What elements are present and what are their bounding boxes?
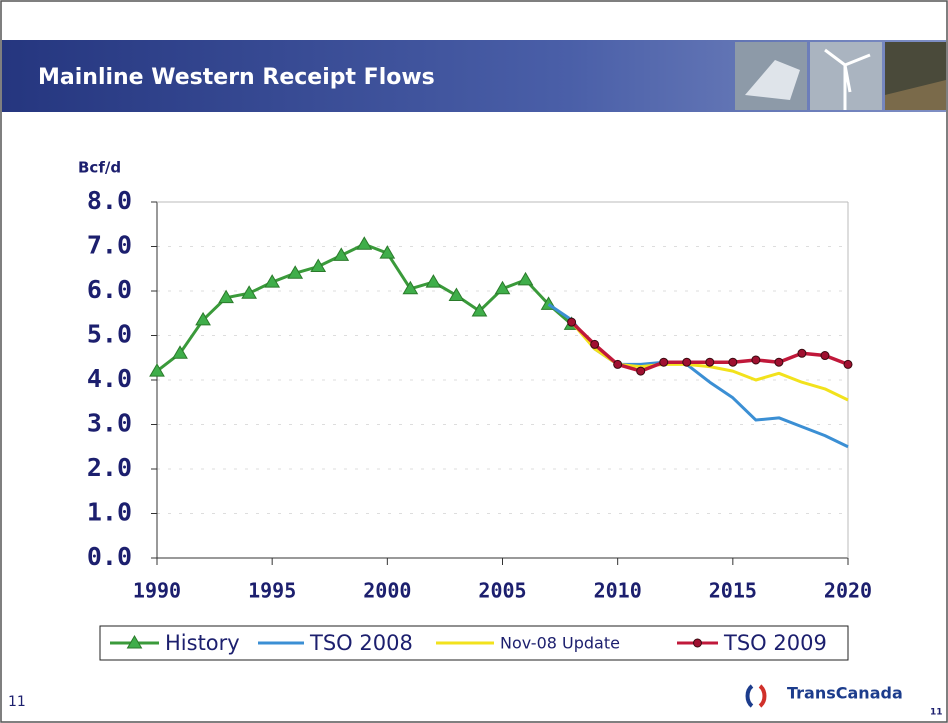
marker bbox=[694, 639, 702, 647]
legend-label: History bbox=[165, 631, 240, 655]
page-number-small: 11 bbox=[930, 708, 943, 718]
marker bbox=[798, 349, 806, 357]
y-tick-label: 0.0 bbox=[87, 542, 132, 571]
logo-text: TransCanada bbox=[787, 684, 903, 703]
marker bbox=[729, 358, 737, 366]
marker bbox=[752, 356, 760, 364]
x-tick-label: 2000 bbox=[363, 579, 411, 603]
y-tick-label: 5.0 bbox=[87, 320, 132, 349]
marker bbox=[568, 318, 576, 326]
x-tick-label: 2005 bbox=[478, 579, 526, 603]
marker bbox=[775, 358, 783, 366]
slide: Mainline Western Receipt Flows Bcf/d 11 … bbox=[0, 0, 948, 723]
marker bbox=[683, 358, 691, 366]
page-number: 11 bbox=[8, 694, 26, 710]
y-tick-label: 1.0 bbox=[87, 498, 132, 527]
legend-label: TSO 2008 bbox=[309, 631, 413, 655]
marker bbox=[844, 360, 852, 368]
marker bbox=[637, 367, 645, 375]
y-tick-label: 7.0 bbox=[87, 231, 132, 260]
x-tick-label: 1990 bbox=[133, 579, 181, 603]
marker bbox=[591, 340, 599, 348]
y-tick-label: 3.0 bbox=[87, 409, 132, 438]
header-images bbox=[735, 42, 946, 110]
x-tick-label: 2015 bbox=[709, 579, 757, 603]
slide-title: Mainline Western Receipt Flows bbox=[38, 65, 435, 90]
legend-label: Nov-08 Update bbox=[500, 634, 620, 653]
marker bbox=[706, 358, 714, 366]
y-tick-label: 4.0 bbox=[87, 364, 132, 393]
y-tick-label: 8.0 bbox=[87, 186, 132, 215]
marker bbox=[614, 360, 622, 368]
y-tick-label: 2.0 bbox=[87, 453, 132, 482]
marker bbox=[821, 352, 829, 360]
x-tick-label: 1995 bbox=[248, 579, 296, 603]
x-tick-label: 2010 bbox=[594, 579, 642, 603]
legend-label: TSO 2009 bbox=[723, 631, 827, 655]
marker bbox=[660, 358, 668, 366]
x-tick-label: 2020 bbox=[824, 579, 872, 603]
y-axis-label: Bcf/d bbox=[78, 159, 121, 177]
y-tick-label: 6.0 bbox=[87, 275, 132, 304]
